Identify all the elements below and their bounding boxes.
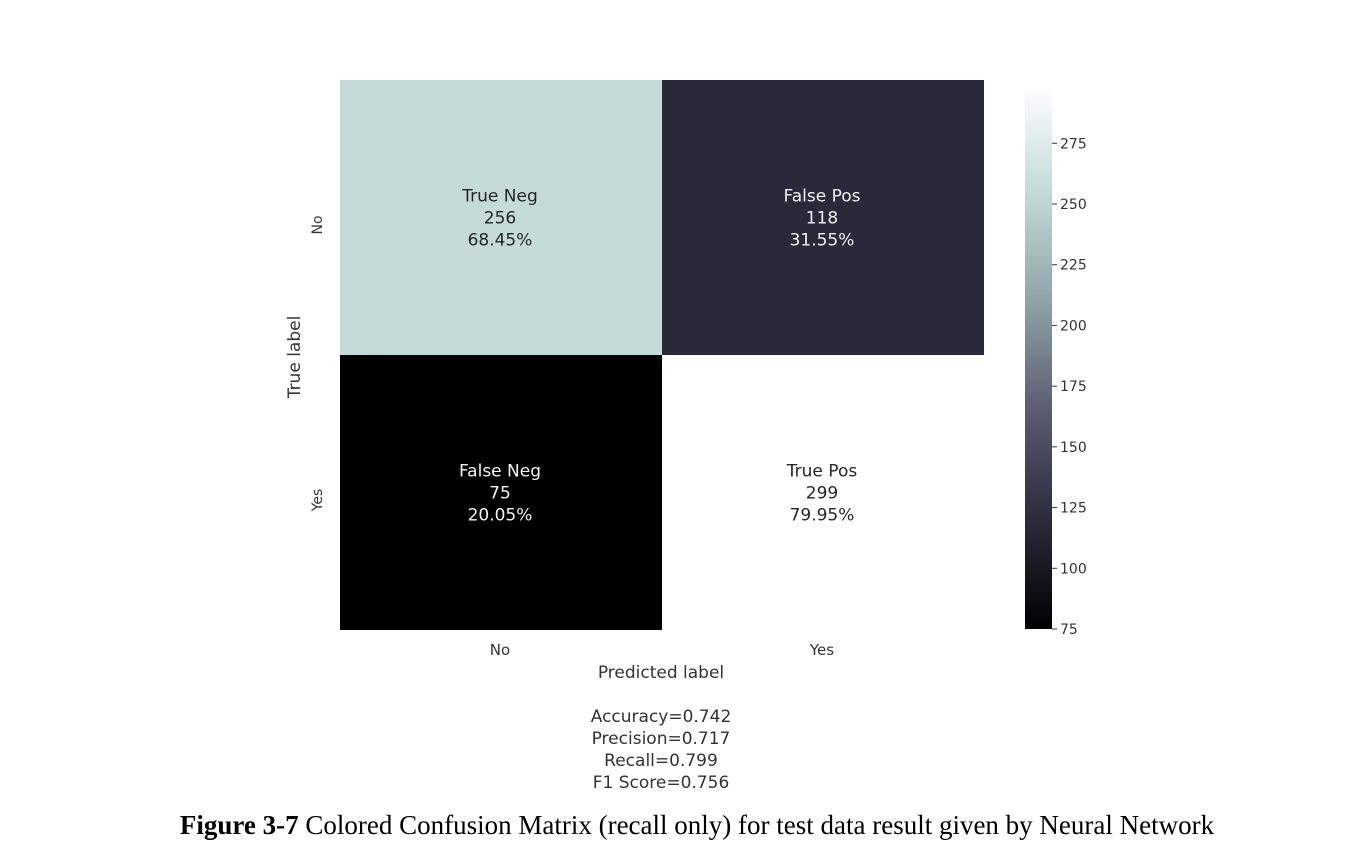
figure-caption-label: Figure 3-7 <box>179 810 299 840</box>
cell-percent-false-neg: 20.05% <box>468 506 533 526</box>
colorbar-tick-label-175: 175 <box>1060 379 1087 395</box>
cell-percent-false-pos: 31.55% <box>790 231 855 251</box>
y-tick-label-yes: Yes <box>310 489 326 513</box>
metric-accuracy: Accuracy=0.742 <box>591 707 732 727</box>
cell-value-false-pos: 118 <box>806 209 838 229</box>
colorbar <box>1025 85 1052 629</box>
cell-value-true-neg: 256 <box>484 209 516 229</box>
cell-value-true-pos: 299 <box>806 484 838 504</box>
colorbar-tick-label-200: 200 <box>1060 318 1087 334</box>
metric-precision: Precision=0.717 <box>592 729 731 749</box>
cell-true-neg <box>340 80 662 355</box>
colorbar-tick-label-275: 275 <box>1060 136 1087 152</box>
cell-false-neg <box>340 355 662 630</box>
figure-caption-text: Colored Confusion Matrix (recall only) f… <box>305 810 1215 840</box>
x-tick-label-yes: Yes <box>809 641 834 659</box>
x-axis-label: Predicted label <box>598 663 724 683</box>
x-tick-label-no: No <box>490 641 510 659</box>
colorbar-tick-label-250: 250 <box>1060 197 1087 213</box>
y-axis-label: True label <box>285 316 305 400</box>
colorbar-tick-label-75: 75 <box>1060 622 1078 638</box>
colorbar-tick-label-125: 125 <box>1060 501 1087 517</box>
cell-true-pos <box>662 355 984 630</box>
cell-percent-true-neg: 68.45% <box>468 231 533 251</box>
cell-name-true-pos: True Pos <box>786 462 858 482</box>
cell-value-false-neg: 75 <box>489 484 511 504</box>
y-tick-label-no: No <box>310 215 326 234</box>
metric-recall: Recall=0.799 <box>604 751 718 771</box>
cell-name-true-neg: True Neg <box>461 187 537 207</box>
cell-percent-true-pos: 79.95% <box>790 506 855 526</box>
colorbar-tick-label-225: 225 <box>1060 258 1087 274</box>
colorbar-tick-label-150: 150 <box>1060 440 1087 456</box>
metric-f1-score: F1 Score=0.756 <box>593 773 730 793</box>
cell-name-false-neg: False Neg <box>459 462 541 482</box>
figure-caption: Figure 3-7 Colored Confusion Matrix (rec… <box>0 810 1366 841</box>
cell-false-pos <box>662 80 984 355</box>
cell-name-false-pos: False Pos <box>784 187 861 207</box>
colorbar-tick-label-100: 100 <box>1060 561 1087 577</box>
